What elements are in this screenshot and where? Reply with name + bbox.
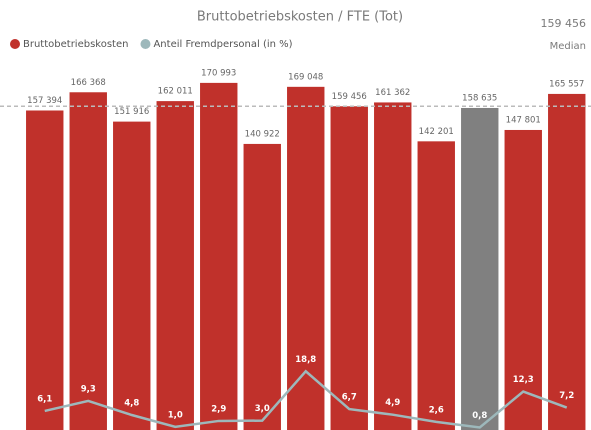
bar-value-label: 140 922 (245, 129, 280, 139)
legend-marker (10, 39, 20, 49)
bar (287, 86, 325, 430)
line-value-label: 2,9 (211, 404, 226, 414)
line-value-label: 6,7 (342, 393, 357, 403)
bar (113, 121, 151, 430)
bar (69, 92, 107, 430)
bar (156, 101, 194, 430)
line-value-label: 4,9 (385, 398, 400, 408)
bar (26, 110, 64, 430)
legend-marker (140, 39, 151, 49)
bar-value-label: 165 557 (549, 79, 584, 89)
legend-label: Bruttobetriebskosten (23, 39, 128, 50)
line (44, 369, 568, 429)
bar (374, 102, 412, 430)
bar-value-label: 142 201 (419, 127, 454, 137)
bar-value-label: 157 394 (27, 96, 62, 106)
line-value-label: 7,2 (559, 391, 574, 401)
legend-label: Anteil Fremdpersonal (in %) (153, 39, 292, 50)
bar-value-label: 158 635 (462, 93, 497, 103)
bar-value-label: 161 362 (375, 88, 410, 98)
bar-value-label: 151 916 (114, 107, 149, 117)
bar (330, 106, 368, 430)
bar (461, 107, 499, 430)
bar-value-label: 147 801 (506, 115, 541, 125)
median-value: 159 456 (541, 17, 587, 30)
line-value-label: 4,8 (124, 399, 139, 409)
bar-value-label: 169 048 (288, 72, 323, 82)
bar-value-label: 166 368 (71, 78, 106, 88)
chart-title: Bruttobetriebskosten / FTE (Tot) (197, 10, 403, 25)
line-value-label: 1,0 (168, 410, 183, 420)
bar (200, 82, 238, 430)
bar (417, 141, 455, 430)
line-value-label: 6,1 (37, 394, 52, 404)
bar (504, 129, 542, 430)
bar-value-label: 159 456 (332, 92, 367, 102)
median-label: Median (550, 41, 586, 52)
bar (548, 93, 586, 430)
bar-value-label: 170 993 (201, 68, 236, 78)
line-value-label: 9,3 (81, 384, 96, 394)
bar (243, 143, 281, 430)
line-value-label: 3,0 (255, 404, 270, 414)
line-value-label: 2,6 (429, 405, 444, 415)
line-value-label: 18,8 (295, 355, 316, 365)
bar-value-label: 162 011 (158, 87, 193, 97)
line-value-label: 0,8 (472, 411, 487, 421)
line-value-label: 12,3 (513, 375, 534, 385)
